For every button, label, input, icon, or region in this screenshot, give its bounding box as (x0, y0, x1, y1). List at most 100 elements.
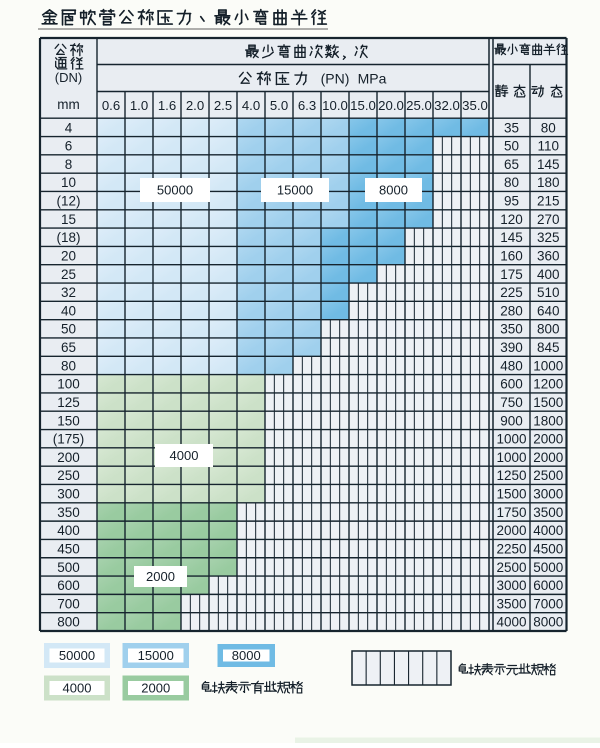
svg-text:7000: 7000 (533, 596, 563, 611)
svg-text:2.0: 2.0 (186, 98, 204, 113)
svg-text:270: 270 (537, 212, 560, 227)
svg-text:1.6: 1.6 (158, 98, 176, 113)
svg-text:20.0: 20.0 (378, 98, 404, 113)
svg-text:50000: 50000 (157, 183, 193, 198)
svg-text:600: 600 (500, 377, 523, 392)
svg-text:8: 8 (65, 157, 73, 172)
svg-text:145: 145 (537, 157, 560, 172)
svg-text:80: 80 (504, 175, 519, 190)
svg-text:500: 500 (57, 560, 80, 575)
svg-text:4: 4 (65, 120, 73, 135)
svg-text:280: 280 (500, 303, 523, 318)
svg-text:(DN): (DN) (55, 70, 82, 85)
svg-text:2000: 2000 (533, 432, 563, 447)
svg-text:150: 150 (57, 413, 80, 428)
svg-text:(PN): (PN) (321, 71, 350, 87)
svg-text:510: 510 (537, 285, 560, 300)
svg-text:350: 350 (57, 505, 80, 520)
svg-text:1500: 1500 (533, 395, 563, 410)
svg-text:50000: 50000 (59, 648, 95, 663)
svg-text:65: 65 (61, 340, 76, 355)
svg-text:80: 80 (541, 120, 556, 135)
svg-text:125: 125 (57, 395, 80, 410)
svg-text:50: 50 (504, 139, 519, 154)
svg-text:400: 400 (57, 523, 80, 538)
svg-text:35.0: 35.0 (462, 98, 488, 113)
svg-text:4500: 4500 (533, 541, 563, 556)
svg-text:8000: 8000 (232, 648, 261, 663)
svg-text:10.0: 10.0 (322, 98, 348, 113)
svg-text:1000: 1000 (496, 450, 526, 465)
svg-text:15000: 15000 (138, 648, 174, 663)
svg-text:175: 175 (500, 267, 523, 282)
svg-text:750: 750 (500, 395, 523, 410)
svg-text:800: 800 (57, 615, 80, 630)
svg-text:300: 300 (57, 487, 80, 502)
svg-text:700: 700 (57, 596, 80, 611)
svg-text:180: 180 (537, 175, 560, 190)
svg-text:120: 120 (500, 212, 523, 227)
svg-text:15000: 15000 (277, 183, 313, 198)
svg-text:110: 110 (537, 139, 559, 154)
svg-text:(175): (175) (53, 432, 85, 447)
svg-text:2250: 2250 (496, 541, 526, 556)
svg-text:32: 32 (61, 285, 76, 300)
svg-text:20: 20 (61, 248, 76, 263)
svg-text:4000: 4000 (533, 523, 563, 538)
svg-text:MPa: MPa (358, 71, 387, 87)
svg-text:10: 10 (61, 175, 76, 190)
svg-text:15.0: 15.0 (350, 98, 376, 113)
svg-text:350: 350 (500, 322, 523, 337)
svg-text:1000: 1000 (533, 358, 563, 373)
svg-text:200: 200 (57, 450, 80, 465)
svg-text:3000: 3000 (496, 578, 526, 593)
svg-text:6: 6 (65, 139, 73, 154)
svg-text:1500: 1500 (496, 487, 526, 502)
svg-text:8000: 8000 (533, 615, 563, 630)
svg-text:2500: 2500 (496, 560, 526, 575)
svg-text:250: 250 (57, 468, 80, 483)
svg-text:4000: 4000 (63, 681, 92, 696)
svg-text:600: 600 (57, 578, 80, 593)
svg-text:4000: 4000 (496, 615, 526, 630)
svg-text:900: 900 (500, 413, 523, 428)
svg-text:400: 400 (537, 267, 560, 282)
svg-text:2500: 2500 (533, 468, 563, 483)
svg-text:(18): (18) (56, 230, 80, 245)
svg-text:8000: 8000 (379, 183, 408, 198)
svg-text:1200: 1200 (533, 377, 563, 392)
svg-text:25: 25 (61, 267, 76, 282)
svg-text:4000: 4000 (170, 448, 199, 463)
svg-text:50: 50 (61, 322, 76, 337)
svg-text:480: 480 (500, 358, 523, 373)
svg-text:6.3: 6.3 (298, 98, 316, 113)
svg-text:1000: 1000 (496, 432, 526, 447)
svg-text:145: 145 (500, 230, 523, 245)
svg-text:2000: 2000 (496, 523, 526, 538)
svg-text:325: 325 (537, 230, 560, 245)
svg-text:3500: 3500 (533, 505, 563, 520)
svg-text:80: 80 (61, 358, 76, 373)
svg-text:2.5: 2.5 (214, 98, 232, 113)
svg-text:4.0: 4.0 (242, 98, 260, 113)
svg-text:0.6: 0.6 (102, 98, 120, 113)
svg-text:360: 360 (537, 248, 560, 263)
svg-text:160: 160 (500, 248, 523, 263)
svg-text:40: 40 (61, 303, 76, 318)
svg-text:800: 800 (537, 322, 560, 337)
svg-text:3000: 3000 (533, 487, 563, 502)
svg-text:1250: 1250 (496, 468, 526, 483)
svg-text:1800: 1800 (533, 413, 563, 428)
svg-text:6000: 6000 (533, 578, 563, 593)
svg-text:2000: 2000 (533, 450, 563, 465)
svg-text:3500: 3500 (496, 596, 526, 611)
svg-text:215: 215 (537, 194, 560, 209)
svg-text:mm: mm (57, 97, 80, 112)
svg-text:(12): (12) (56, 194, 80, 209)
svg-text:35: 35 (504, 120, 519, 135)
svg-text:390: 390 (500, 340, 523, 355)
svg-text:450: 450 (57, 541, 80, 556)
svg-text:100: 100 (57, 377, 80, 392)
svg-text:640: 640 (537, 303, 560, 318)
svg-text:2000: 2000 (146, 569, 175, 584)
